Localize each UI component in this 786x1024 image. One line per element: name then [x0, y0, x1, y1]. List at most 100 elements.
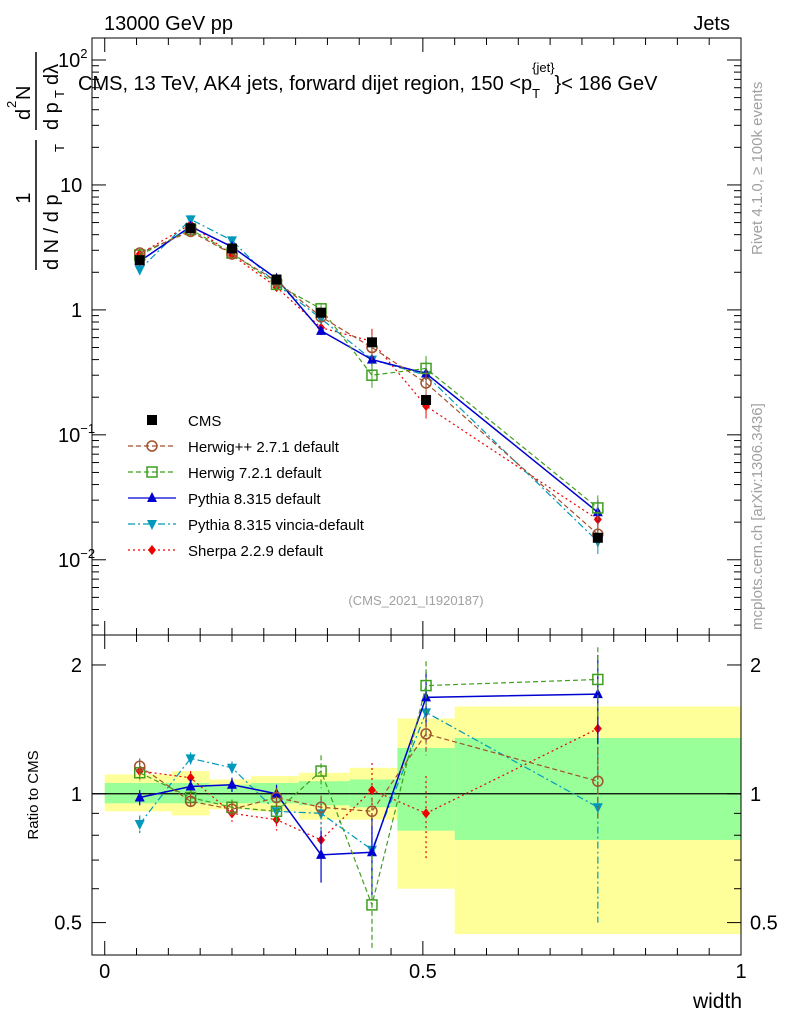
ratio-line: [139, 728, 599, 841]
ratio-line: [139, 733, 598, 812]
ratio-line: [139, 693, 598, 856]
series-line: [139, 230, 599, 535]
ratio-ytick-label: 0.5: [54, 913, 82, 935]
ratio-point: [592, 688, 603, 699]
data-point: [185, 215, 196, 226]
ylabel-frac2-den: d p: [41, 102, 63, 130]
legend-marker: [147, 492, 157, 502]
ratio-xtick-label: 0: [99, 961, 110, 983]
main-ytick-base: 10: [60, 175, 82, 197]
ratio-frame: [91, 634, 742, 956]
main-ytick-label: 102: [58, 46, 87, 72]
series-cms: [134, 223, 603, 543]
ratio-point: [315, 801, 327, 814]
ratio-xlabel: width: [692, 990, 742, 1013]
ratio-point: [366, 899, 378, 911]
main-ytick-exp: −2: [80, 546, 95, 561]
analysis-watermark: (CMS_2021_I1920187): [348, 593, 483, 608]
ratio-point: [226, 803, 238, 816]
rivet-label: Rivet 4.1.0, ≥ 100k events: [749, 82, 766, 255]
series-line: [139, 223, 599, 521]
legend-item: Sherpa 2.2.9 default: [128, 543, 324, 560]
ratio-point: [422, 808, 431, 819]
ratio-point: [366, 846, 377, 857]
series-sherpa-2-2-9-default: [135, 219, 602, 533]
header-left: 13000 GeV pp: [104, 13, 233, 35]
series-line: [139, 225, 599, 513]
data-point: [226, 243, 237, 254]
ratio-xtick-label: 0.5: [409, 961, 437, 983]
data-point: [316, 324, 327, 335]
mcplots-label: mcplots.cern.ch [arXiv:1306.3436]: [749, 403, 766, 630]
ratio-point: [420, 728, 432, 740]
ratio-point: [420, 679, 432, 692]
legend-marker: [146, 466, 158, 478]
legend-label: Pythia 8.315 vincia-default: [188, 517, 365, 534]
ratio-ytick-label-right: 0.5: [750, 913, 778, 935]
ratio-point: [315, 765, 327, 777]
main-ytick-base: 10: [58, 50, 80, 72]
legend-marker: [148, 545, 156, 555]
ylabel-frac2-num: d: [13, 109, 35, 120]
main-title: CMS, 13 TeV, AK4 jets, forward dijet reg…: [78, 60, 658, 101]
ratio-point: [316, 848, 327, 859]
legend-label: Pythia 8.315 default: [188, 491, 321, 508]
data-point: [421, 395, 432, 406]
ratio-series-layer: [133, 647, 604, 951]
main-ytick-exp: 2: [80, 46, 87, 61]
data-point: [271, 274, 282, 285]
legend-item: Pythia 8.315 vincia-default: [128, 517, 365, 534]
legend-marker: [147, 415, 157, 425]
data-point: [185, 223, 196, 234]
legend-marker: [146, 440, 158, 452]
data-point: [592, 532, 603, 543]
legend-marker: [147, 520, 157, 530]
legend-item: Pythia 8.315 default: [128, 491, 321, 508]
ratio-point: [184, 795, 197, 808]
legend: CMS Herwig++ 2.7.1 default Herwig 7.2.1 de…: [128, 413, 365, 560]
data-point: [316, 307, 327, 318]
main-ytick-base: 10: [58, 425, 80, 447]
data-point: [134, 255, 145, 266]
uncertainty-band-stat: [104, 782, 172, 804]
main-ytick-label: 10: [60, 175, 82, 197]
main-ytick-exp: −1: [80, 421, 95, 436]
title-suffix: }< 186 GeV: [555, 73, 659, 95]
ratio-series-herwig-2-7-1-default: [133, 714, 604, 827]
ratio-ytick-label: 2: [71, 655, 82, 677]
ratio-panel: [92, 706, 741, 935]
ylabel-frac2-sup: 2: [4, 101, 19, 108]
main-series-layer: [133, 215, 604, 555]
main-ytick-label: 1: [71, 300, 82, 322]
data-point: [366, 337, 377, 348]
ratio-point: [226, 763, 237, 774]
ratio-ytick-label: 1: [71, 784, 82, 806]
ratio-line: [139, 711, 599, 851]
data-point: [366, 369, 378, 381]
ratio-xtick-label: 1: [735, 961, 746, 983]
legend-item: CMS: [147, 413, 221, 430]
ratio-point: [592, 673, 604, 686]
legend-label: CMS: [188, 413, 221, 430]
legend-label: Herwig 7.2.1 default: [188, 465, 322, 482]
ratio-point: [186, 772, 195, 783]
main-ytick-base: 1: [71, 300, 82, 322]
ratio-ylabel: Ratio to CMS: [25, 750, 42, 839]
legend-label: Herwig++ 2.7.1 default: [188, 439, 340, 456]
ratio-point: [185, 754, 196, 765]
title-prefix: CMS, 13 TeV, AK4 jets, forward dijet reg…: [78, 73, 532, 95]
ratio-ytick-label-right: 1: [750, 784, 761, 806]
ratio-point: [185, 780, 196, 791]
ylabel-lambda: dλ: [41, 64, 63, 85]
ylabel-frac1-den: d N / d p: [41, 194, 63, 270]
series-line: [139, 218, 599, 542]
ratio-point: [270, 791, 283, 804]
legend-item: Herwig 7.2.1 default: [128, 465, 322, 482]
ratio-point: [367, 785, 376, 796]
ratio-point: [592, 775, 604, 787]
ratio-point: [134, 819, 145, 830]
main-ytick-label: 10−1: [58, 421, 95, 447]
ratio-point: [366, 805, 378, 818]
